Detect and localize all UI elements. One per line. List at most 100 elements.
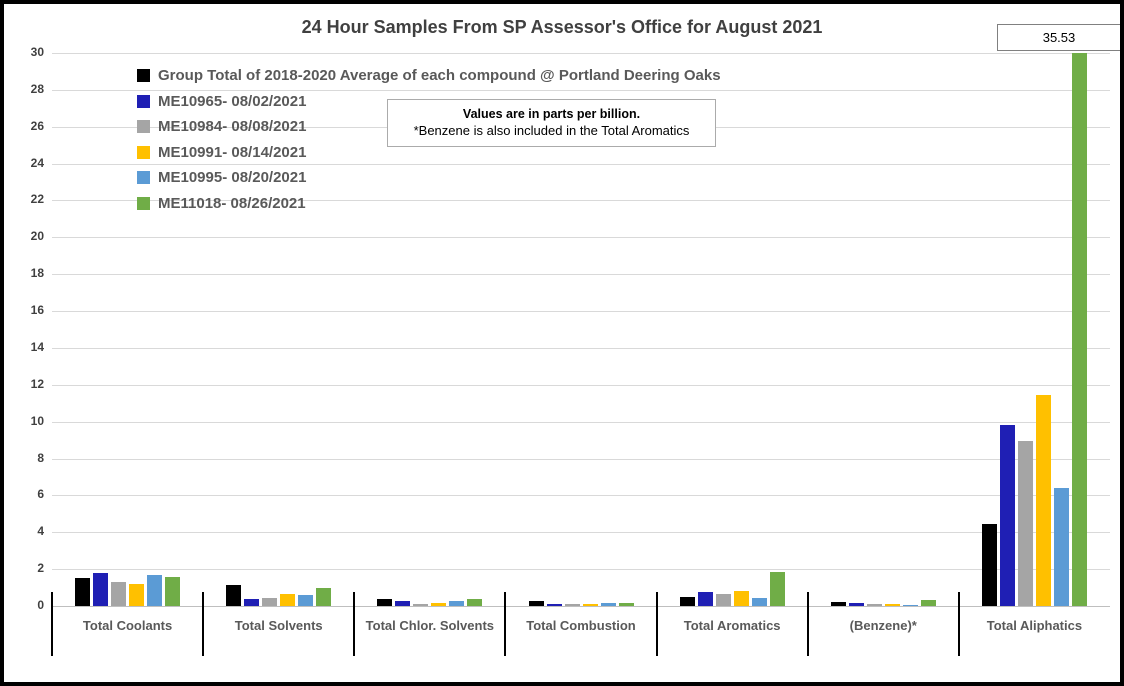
legend-item: ME10991- 08/14/2021 (137, 140, 721, 166)
bar (920, 600, 936, 606)
legend-label: ME11018- 08/26/2021 (158, 194, 306, 212)
bar (280, 594, 296, 606)
gridline-8 (52, 458, 1110, 460)
bar (93, 572, 109, 606)
gridline-12 (52, 384, 1110, 386)
bar (111, 582, 127, 606)
legend-label: ME10965- 08/02/2021 (158, 92, 307, 110)
y-axis-tick-label: 14 (30, 339, 44, 354)
bar (697, 592, 713, 606)
clipped-value-callout: 35.53 (997, 24, 1120, 51)
legend-label: ME10995- 08/20/2021 (158, 169, 307, 187)
bar (298, 594, 314, 606)
legend-label: ME10991- 08/14/2021 (158, 143, 307, 161)
bar (395, 601, 411, 606)
bar (679, 596, 695, 606)
y-axis-tick-label: 22 (30, 192, 44, 207)
category-label: Total Chlor. Solvents (365, 618, 495, 633)
bar (147, 574, 163, 606)
bar (1017, 441, 1033, 606)
bar (769, 571, 785, 606)
category-label: Total Coolants (82, 618, 173, 633)
legend-item: ME11018- 08/26/2021 (137, 191, 721, 217)
bar (431, 602, 447, 606)
y-axis-tick-label: 4 (37, 524, 44, 539)
bar (733, 591, 749, 606)
y-axis-tick-label: 2 (37, 561, 44, 576)
legend-item: Group Total of 2018-2020 Average of each… (137, 63, 721, 89)
gridline-14 (52, 347, 1110, 349)
gridline-24 (52, 163, 1110, 165)
bar (262, 597, 278, 606)
category-label: Total Solvents (234, 618, 323, 633)
plot-area: 0 2 4 6 8 10 12 14 16 18 20 22 24 26 28 30 Total Coolant… (4, 4, 1120, 682)
legend-label: Group Total of 2018-2020 Average of each… (158, 67, 721, 85)
bar (165, 576, 181, 606)
y-axis-tick-label: 16 (30, 303, 44, 318)
bar (999, 425, 1015, 606)
legend-swatch-icon (137, 120, 150, 134)
y-axis-tick-label: 6 (37, 487, 44, 502)
y-axis-tick-label: 24 (30, 155, 44, 170)
bar (377, 598, 393, 606)
bar (600, 603, 616, 606)
bar (582, 603, 598, 606)
bar (715, 594, 731, 606)
gridline-2 (52, 569, 1110, 571)
bar (546, 604, 562, 606)
legend-swatch-icon (137, 196, 150, 210)
category-label: Total Combustion (526, 618, 636, 633)
legend-swatch-icon (137, 69, 150, 83)
bar (830, 602, 846, 606)
category-divider (353, 592, 356, 656)
legend-swatch-icon (137, 94, 150, 108)
legend-item: ME10965- 08/02/2021 (137, 89, 721, 115)
y-axis-tick-label: 28 (30, 81, 44, 96)
bar (75, 578, 91, 606)
bar (902, 604, 918, 606)
note-box: Values are in parts per billion. *Benzen… (387, 99, 716, 147)
bar (981, 523, 997, 606)
note-line-benzene: *Benzene is also included in the Total A… (413, 123, 690, 138)
bar (751, 597, 767, 606)
legend-swatch-icon (137, 145, 150, 159)
category-divider (504, 592, 507, 656)
category-divider (51, 592, 53, 656)
bar (528, 601, 544, 606)
legend: Group Total of 2018-2020 Average of each… (137, 63, 721, 216)
bar (1053, 488, 1069, 606)
legend-item: ME10984- 08/08/2021 (137, 114, 721, 140)
y-axis-tick-label: 30 (30, 45, 44, 59)
chart-title: 24 Hour Samples From SP Assessor's Offic… (301, 17, 823, 37)
bar (1071, 53, 1087, 606)
category-divider (806, 592, 809, 656)
gridline-6 (52, 495, 1110, 497)
y-axis-tick-label: 8 (37, 450, 44, 465)
bar (316, 587, 332, 606)
gridline-18 (52, 274, 1110, 276)
bar (226, 584, 242, 606)
category-divider (202, 592, 205, 656)
legend-label: ME10984- 08/08/2021 (158, 118, 307, 136)
y-axis-tick-label: 26 (30, 118, 44, 133)
gridline-0 (52, 606, 1110, 607)
gridline-10 (52, 421, 1110, 423)
category-divider (957, 592, 960, 656)
y-axis-tick-label: 10 (30, 413, 44, 428)
y-axis-tick-label: 12 (30, 376, 44, 391)
note-line-units: Values are in parts per billion. (462, 107, 641, 121)
bar (1035, 394, 1051, 606)
gridline-22 (52, 200, 1110, 202)
category-label: Total Aliphatics (986, 618, 1083, 633)
gridline-28 (52, 89, 1110, 91)
bar (244, 598, 260, 606)
gridline-30 (52, 53, 1110, 54)
legend-item: ME10995- 08/20/2021 (137, 165, 721, 191)
bar (413, 603, 429, 606)
category-label: (Benzene)* (849, 618, 917, 633)
bar (884, 603, 900, 606)
bar (467, 598, 483, 606)
bar (866, 603, 882, 606)
y-axis-tick-label: 0 (37, 598, 44, 612)
